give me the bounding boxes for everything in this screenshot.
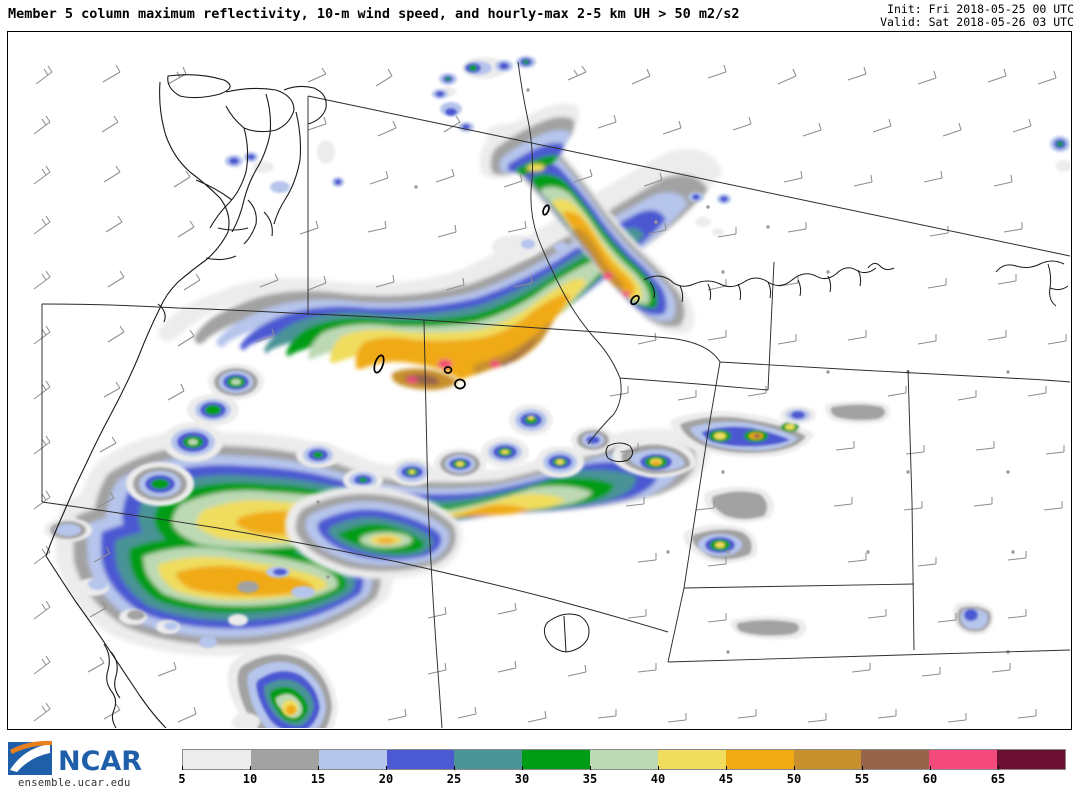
- colorbar-tick-20: 20: [378, 772, 394, 786]
- colorbar-tick-35: 35: [582, 772, 598, 786]
- colorbar-tickmark-45: [726, 766, 727, 770]
- colorbar-segment-55-60[interactable]: [861, 750, 930, 769]
- valid-time: Valid: Sat 2018-05-26 03 UTC: [880, 15, 1074, 29]
- svg-text:NCAR: NCAR: [58, 746, 142, 777]
- colorbar-segment-30-35[interactable]: [522, 750, 591, 769]
- colorbar-tickmark-65: [998, 766, 999, 770]
- ncar-logo[interactable]: NCAR ensemble.ucar.edu: [6, 740, 176, 790]
- reflectivity-field: [44, 56, 1070, 728]
- colorbar-tick-50: 50: [786, 772, 802, 786]
- colorbar-segment-10-15[interactable]: [250, 750, 319, 769]
- ncar-logo-url: ensemble.ucar.edu: [18, 777, 131, 789]
- colorbar-tickmark-40: [658, 766, 659, 770]
- colorbar-tick-30: 30: [514, 772, 530, 786]
- reflectivity-colorbar[interactable]: 5 10 15 20 25 30 35 40 45 50 55 60 65: [178, 749, 1066, 791]
- colorbar-tickmark-25: [454, 766, 455, 770]
- colorbar-tickmark-10: [250, 766, 251, 770]
- forecast-timestamps: Init: Fri 2018-05-25 00 UTC Valid: Sat 2…: [880, 3, 1074, 29]
- colorbar-tickmark-60: [930, 766, 931, 770]
- colorbar-segment-60-65[interactable]: [929, 750, 998, 769]
- colorbar-tick-55: 55: [854, 772, 870, 786]
- colorbar-segment-40-45[interactable]: [657, 750, 726, 769]
- colorbar-tick-25: 25: [446, 772, 462, 786]
- map-svg: [33, 56, 1070, 728]
- colorbar-tick-60: 60: [922, 772, 938, 786]
- init-time: Init: Fri 2018-05-25 00 UTC: [887, 2, 1074, 16]
- colorbar-tick-5: 5: [178, 772, 186, 786]
- updraft-helicity-contours: [373, 204, 640, 390]
- colorbar-segment-15-20[interactable]: [318, 750, 387, 769]
- colorbar-tickmark-50: [794, 766, 795, 770]
- colorbar-segment-65-70[interactable]: [997, 750, 1065, 769]
- colorbar-tick-65: 65: [990, 772, 1006, 786]
- ncar-logo-mark: NCAR: [8, 740, 142, 777]
- colorbar-tick-15: 15: [310, 772, 326, 786]
- colorbar-tickmark-30: [522, 766, 523, 770]
- colorbar-segment-35-40[interactable]: [590, 750, 658, 769]
- colorbar-tick-45: 45: [718, 772, 734, 786]
- colorbar-tick-labels: 5 10 15 20 25 30 35 40 45 50 55 60 65: [178, 766, 1066, 791]
- colorbar-segment-20-25[interactable]: [386, 750, 455, 769]
- colorbar-tickmark-20: [386, 766, 387, 770]
- colorbar-segment-50-55[interactable]: [793, 750, 862, 769]
- colorbar-tickmark-5: [182, 766, 183, 770]
- colorbar-tickmark-55: [862, 766, 863, 770]
- wind-barbs: [33, 64, 1067, 723]
- colorbar-tick-10: 10: [242, 772, 258, 786]
- colorbar-tickmark-35: [590, 766, 591, 770]
- colorbar-segment-25-30[interactable]: [454, 750, 523, 769]
- colorbar-swatches[interactable]: [182, 749, 1066, 770]
- colorbar-segment-45-50[interactable]: [725, 750, 794, 769]
- coastline: [45, 74, 327, 728]
- colorbar-segment-5-10[interactable]: [183, 750, 251, 769]
- colorbar-tick-40: 40: [650, 772, 666, 786]
- hydrography: [543, 260, 1069, 653]
- political-boundaries: [41, 61, 1070, 728]
- scattered-cells: [44, 56, 1070, 728]
- colorbar-tickmark-15: [318, 766, 319, 770]
- map-canvas[interactable]: [7, 31, 1072, 730]
- page-title: Member 5 column maximum reflectivity, 10…: [8, 6, 740, 22]
